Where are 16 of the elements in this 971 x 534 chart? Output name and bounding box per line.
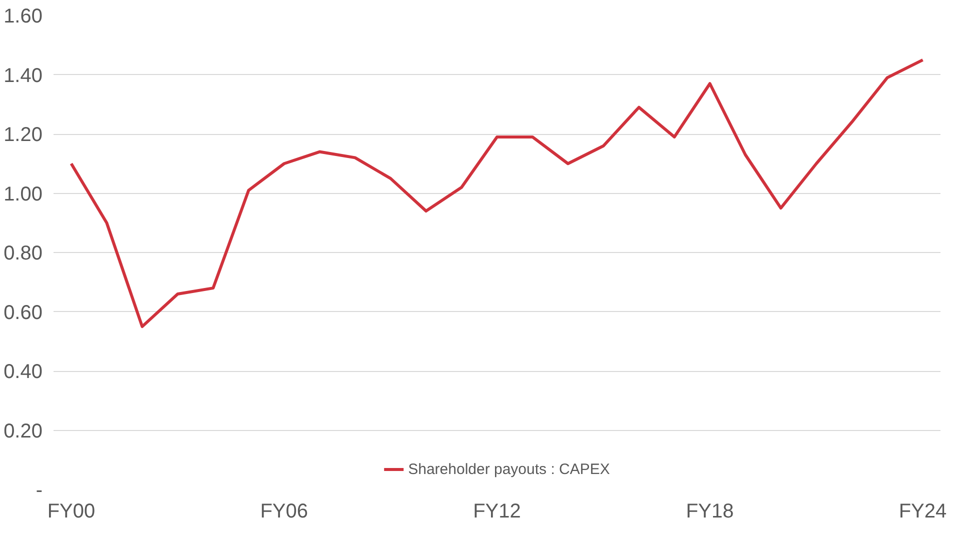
y-tick-label: - xyxy=(36,480,43,502)
y-tick-label: 1.00 xyxy=(4,183,43,206)
y-tick-label: 0.20 xyxy=(4,420,43,442)
y-tick-label: 1.40 xyxy=(4,64,43,87)
legend-label: Shareholder payouts : CAPEX xyxy=(408,460,610,478)
y-tick-label: 1.60 xyxy=(4,6,43,28)
y-tick-label: 0.80 xyxy=(4,242,43,264)
x-tick-label: FY24 xyxy=(898,500,947,522)
x-tick-label: FY12 xyxy=(473,500,521,522)
y-tick-label: 0.60 xyxy=(4,302,43,324)
y-tick-label: 0.40 xyxy=(4,361,43,383)
x-tick-label: FY06 xyxy=(260,500,308,522)
x-tick-label: FY00 xyxy=(47,500,96,522)
x-tick-label: FY18 xyxy=(686,500,734,522)
line-series xyxy=(70,58,924,328)
y-tick-label: 1.20 xyxy=(4,124,43,146)
